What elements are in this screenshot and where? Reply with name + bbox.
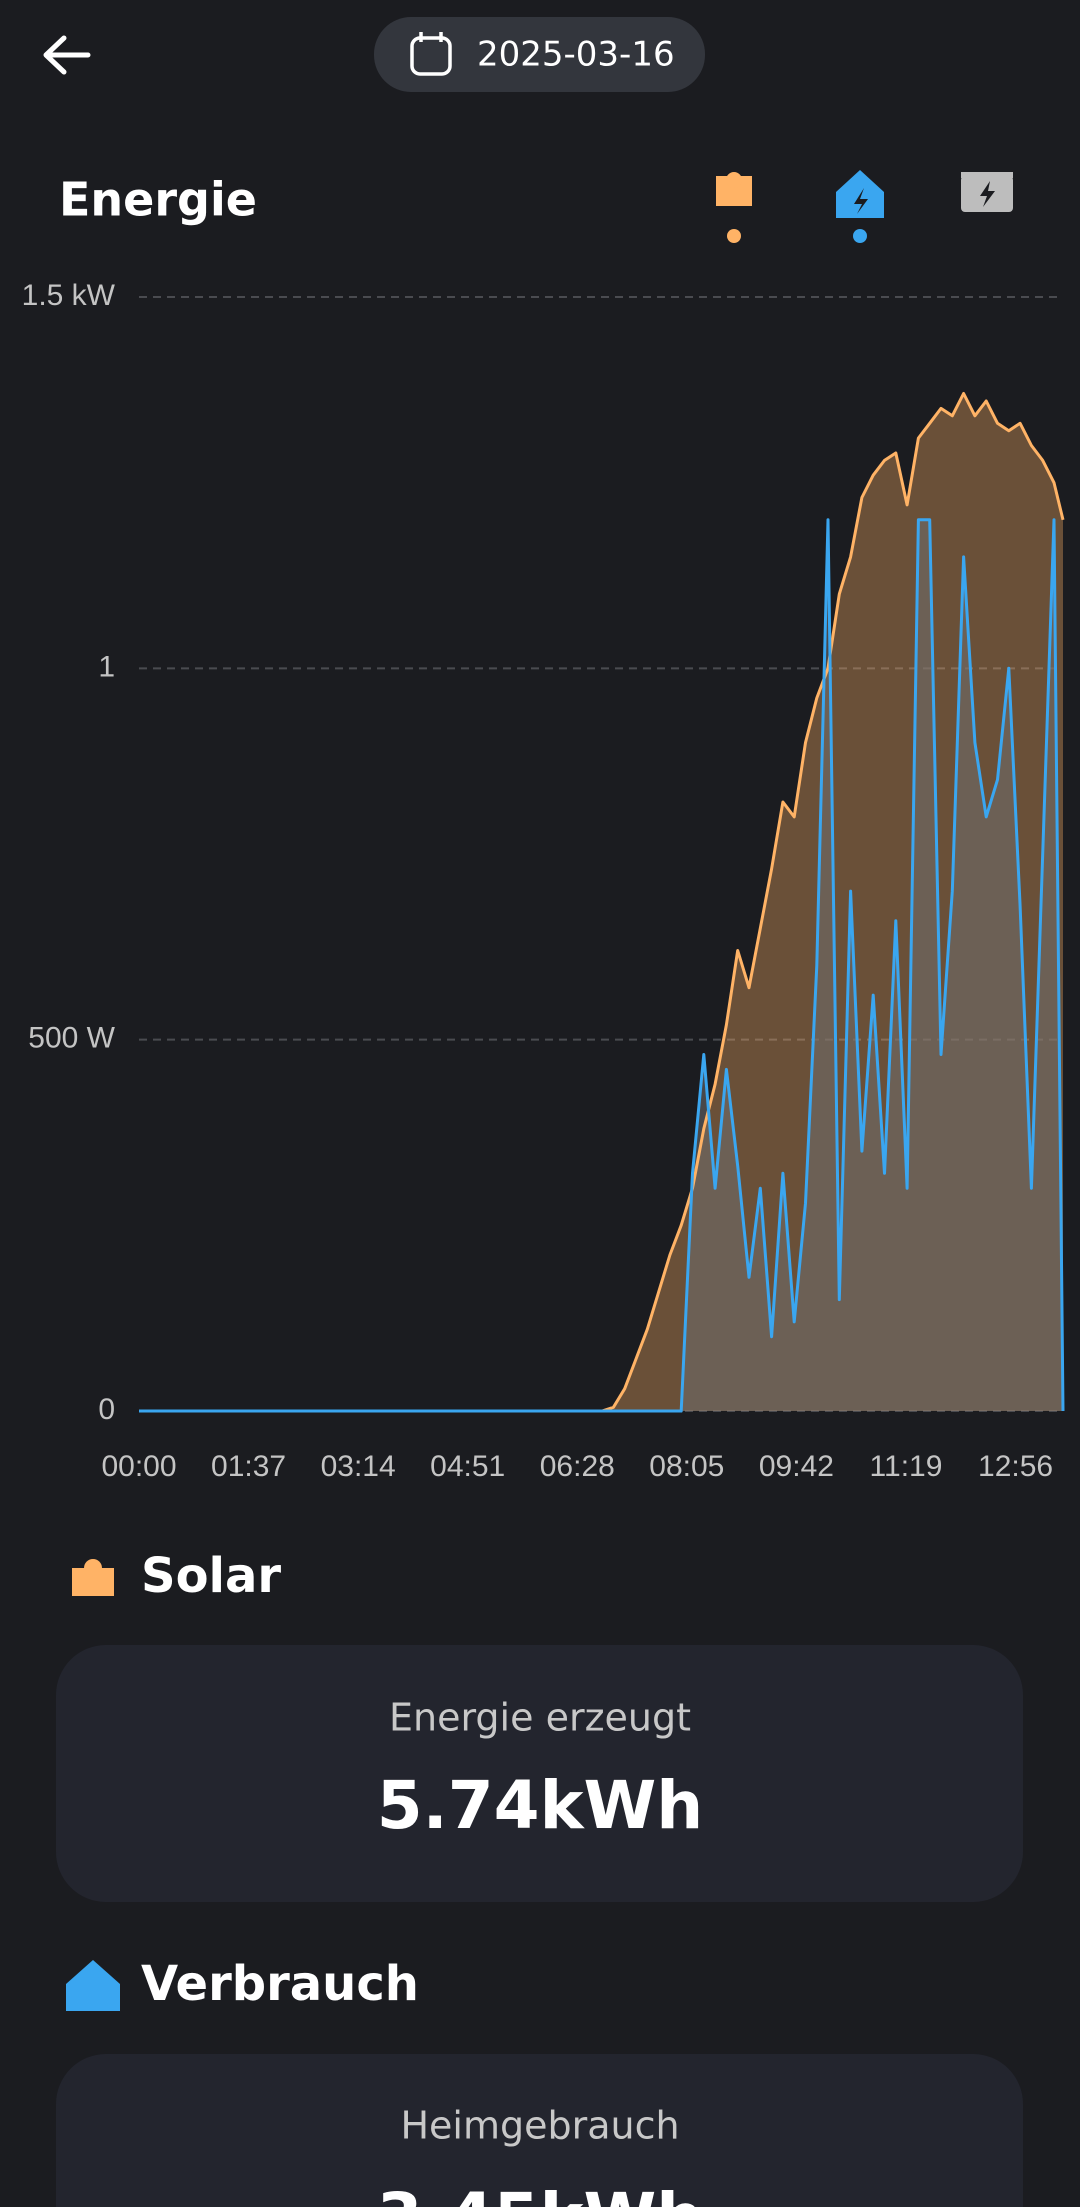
date-label: 2025-03-16 (477, 35, 675, 75)
y-tick-label: 1.5 kW (22, 279, 116, 312)
solar-heading: Solar (141, 1548, 281, 1604)
x-tick-label: 09:42 (759, 1450, 834, 1483)
home-icon (836, 170, 884, 218)
bolt (854, 188, 868, 214)
x-tick-label: 03:14 (321, 1450, 396, 1483)
battery-toggle[interactable] (961, 172, 1013, 212)
bolt (980, 181, 995, 207)
active-dot (853, 229, 867, 243)
card-label: Heimgebrauch (400, 2104, 679, 2148)
y-tick-label: 1 (98, 650, 115, 683)
y-tick-label: 0 (98, 1393, 115, 1426)
sun (726, 172, 742, 188)
area (139, 519, 1063, 1411)
home-toggle[interactable] (836, 170, 884, 243)
home-icon (66, 1960, 120, 2011)
battery-top (961, 172, 1013, 178)
back-button[interactable] (43, 35, 91, 75)
x-tick-label: 04:51 (430, 1450, 505, 1483)
sun (84, 1559, 102, 1577)
chart: 0 500 W 1 1.5 kW 00:00 01:37 03:14 04:51 06:28 08… (22, 279, 1065, 1483)
solar-toggle[interactable] (716, 172, 752, 243)
y-tick-label: 500 W (28, 1022, 115, 1055)
consumption-card (56, 2054, 1023, 2207)
x-tick-label: 00:00 (101, 1450, 176, 1483)
consumption-header: Verbrauch (66, 1956, 419, 2012)
back-arrow (43, 35, 91, 75)
card-value: 3.45kWh (377, 2179, 704, 2207)
line (139, 518, 1065, 1413)
solar-header: Solar (72, 1548, 281, 1604)
x-tick-label: 01:37 (211, 1450, 286, 1483)
card-value: 5.74kWh (377, 1767, 704, 1844)
consumption-heading: Verbrauch (141, 1956, 419, 2012)
section-title: Energie (59, 173, 257, 227)
solar-card (56, 1645, 1023, 1902)
x-tick-label: 06:28 (540, 1450, 615, 1483)
card-label: Energie erzeugt (389, 1696, 691, 1740)
x-tick-label: 12:56 (978, 1450, 1053, 1483)
date-pill (374, 17, 705, 92)
calendar-icon (410, 32, 452, 76)
date-picker[interactable]: 2025-03-16 (374, 17, 705, 92)
line (139, 392, 1065, 1413)
x-tick-label: 08:05 (649, 1450, 724, 1483)
active-dot (727, 229, 741, 243)
x-tick-label: 11:19 (870, 1450, 943, 1483)
